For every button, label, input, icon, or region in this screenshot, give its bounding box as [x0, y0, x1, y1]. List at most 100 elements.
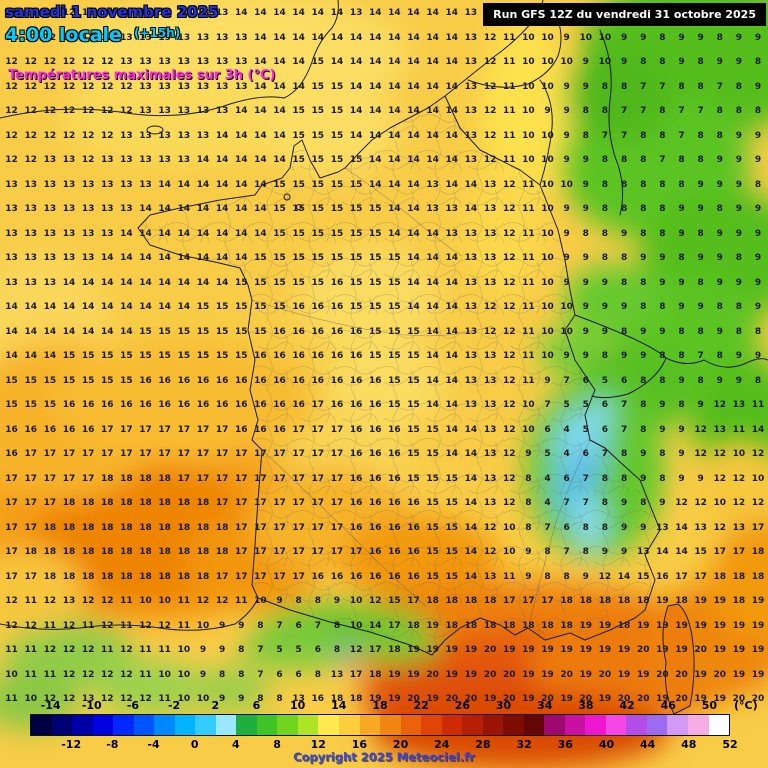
temp-value: 8: [640, 57, 647, 67]
temp-value: 14: [24, 351, 37, 361]
temp-value: 16: [330, 572, 344, 582]
temp-value: 13: [483, 180, 497, 190]
temp-value: 16: [349, 425, 363, 435]
temp-value: 9: [659, 327, 666, 337]
temp-value: 8: [659, 302, 666, 312]
temp-value: 9: [735, 33, 743, 43]
temp-value: 19: [732, 670, 746, 680]
scale-segment: [318, 715, 339, 735]
temp-value: 14: [62, 327, 76, 337]
temp-value: 13: [196, 82, 210, 92]
temp-value: 11: [522, 204, 535, 214]
temp-value: 8: [716, 33, 723, 43]
temp-value: 12: [101, 670, 114, 680]
temp-value: 16: [254, 400, 267, 410]
temp-value: 13: [81, 180, 95, 190]
scale-segment: [297, 715, 319, 735]
scale-segment: [236, 715, 257, 735]
temp-value: 15: [177, 327, 191, 337]
temp-value: 15: [407, 474, 420, 484]
temp-value: 12: [43, 57, 57, 67]
temp-value: 15: [120, 376, 133, 386]
temp-value: 19: [560, 645, 573, 655]
temp-value: 12: [81, 131, 95, 141]
scale-segment: [503, 715, 524, 735]
temp-value: 16: [349, 474, 363, 484]
temp-value: 19: [694, 621, 707, 631]
temp-value: 9: [754, 82, 762, 92]
temp-value: 19: [694, 694, 707, 704]
temp-value: 13: [139, 180, 152, 190]
temp-value: 13: [483, 474, 497, 484]
scale-segment: [421, 715, 442, 735]
temp-value: 18: [120, 523, 133, 533]
temp-row: 12 12 12 12 12 12 12 13 13 13 13 13 14 14 14 15 15 15 14 14…: [2, 106, 768, 116]
temp-value: 9: [640, 474, 647, 484]
temp-value: 14: [426, 253, 439, 263]
temp-value: 14: [158, 253, 171, 263]
temp-value: 10: [139, 596, 152, 606]
temp-value: 18: [139, 498, 152, 508]
temp-value: 16: [292, 376, 305, 386]
temp-value: 15: [311, 106, 325, 116]
temp-value: 12: [43, 106, 57, 116]
temp-value: 18: [139, 572, 152, 582]
temp-value: 4: [563, 449, 570, 459]
temp-value: 11: [522, 376, 535, 386]
temp-value: 18: [43, 523, 57, 533]
temp-value: 7: [640, 82, 647, 92]
temp-value: 8: [620, 278, 628, 288]
temp-row: 16 17 17 17 17 17 17 17 17 17 17 17 17 17 17 17 17 17 16 16…: [2, 449, 768, 459]
temp-value: 13: [43, 204, 57, 214]
temp-value: 20: [751, 694, 765, 704]
temp-value: 8: [333, 621, 341, 631]
temp-value: 14: [24, 302, 37, 312]
temp-value: 18: [158, 523, 171, 533]
temp-value: 13: [177, 33, 191, 43]
temp-value: 16: [234, 376, 248, 386]
temp-value: 13: [5, 229, 18, 239]
temp-value: 19: [426, 645, 439, 655]
temp-value: 13: [43, 155, 57, 165]
temp-value: 14: [234, 253, 248, 263]
temp-value: 12: [483, 106, 497, 116]
temp-value: 10: [541, 229, 554, 239]
temp-value: 14: [139, 229, 152, 239]
temp-value: 16: [292, 327, 305, 337]
temp-value: 10: [541, 180, 554, 190]
temp-value: 16: [120, 400, 133, 410]
temp-value: 15: [234, 302, 248, 312]
temp-value: 13: [464, 155, 478, 165]
temp-value: 12: [24, 621, 37, 631]
temp-value: 8: [582, 547, 589, 557]
temp-value: 12: [120, 670, 133, 680]
temp-value: 19: [713, 621, 727, 631]
temp-value: 12: [502, 204, 516, 214]
temp-value: 12: [349, 645, 363, 655]
temp-value: 19: [388, 670, 401, 680]
temp-value: 14: [407, 302, 420, 312]
temp-value: 11: [502, 57, 516, 67]
scale-label: 24: [434, 738, 450, 751]
temp-value: 12: [81, 33, 95, 43]
temp-value: 9: [582, 180, 589, 190]
temp-value: 14: [158, 180, 171, 190]
scale-segment: [400, 715, 422, 735]
temp-value: 15: [177, 351, 191, 361]
temp-value: 9: [525, 449, 532, 459]
temp-value: 14: [273, 155, 286, 165]
temp-value: 14: [254, 82, 267, 92]
temp-value: 8: [640, 302, 647, 312]
temp-value: 9: [716, 253, 723, 263]
temp-value: 12: [483, 302, 497, 312]
temp-value: 15: [5, 376, 18, 386]
temp-value: 6: [563, 523, 570, 533]
local-time-label: 4:00 locale: [5, 24, 122, 46]
temp-value: 17: [24, 498, 37, 508]
temp-value: 9: [563, 204, 570, 214]
temp-value: 14: [196, 278, 210, 288]
temp-value: 18: [751, 572, 765, 582]
temp-value: 7: [620, 131, 628, 141]
temp-value: 15: [349, 278, 363, 288]
temp-value: 14: [407, 155, 420, 165]
